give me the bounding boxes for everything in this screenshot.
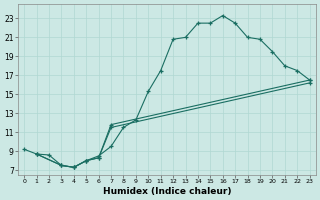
- X-axis label: Humidex (Indice chaleur): Humidex (Indice chaleur): [103, 187, 231, 196]
